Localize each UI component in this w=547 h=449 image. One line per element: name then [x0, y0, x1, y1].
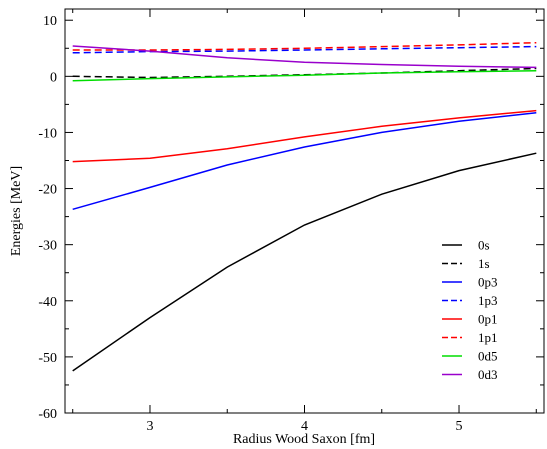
- y-tick-label: -30: [38, 239, 57, 254]
- y-tick-label: 10: [43, 14, 57, 29]
- x-tick-label: 5: [456, 419, 463, 434]
- y-axis-title: Energies [MeV]: [9, 166, 24, 256]
- legend-label-0s: 0s: [478, 238, 490, 253]
- legend-label-0p3: 0p3: [478, 275, 498, 290]
- x-tick-label: 4: [301, 419, 308, 434]
- series-line-1s: [72, 67, 537, 79]
- y-tick-label: -20: [38, 183, 57, 198]
- legend-label-0d3: 0d3: [478, 367, 498, 382]
- series-line-0p1: [72, 109, 537, 163]
- y-tick-label: -60: [38, 407, 57, 422]
- legend-label-0p1: 0p1: [478, 312, 498, 327]
- series-line-0d5: [72, 69, 537, 82]
- x-tick-label: 3: [146, 419, 153, 434]
- legend-label-1s: 1s: [478, 256, 490, 271]
- legend-label-0d5: 0d5: [478, 349, 498, 364]
- series-line-0s: [72, 152, 537, 372]
- series-line-0d3: [72, 45, 537, 69]
- legend: 0s 1s 0p3 1p3 0p1 1p1 0d5 0d3: [442, 238, 498, 382]
- ticks-layer: 3 4 5 10 0 -10 -20 -30 -40 -50 -60: [38, 9, 544, 434]
- series-layer: [72, 41, 537, 372]
- series-line-0p3: [72, 112, 537, 211]
- y-tick-label: -10: [38, 126, 57, 141]
- series-line-1p1: [72, 41, 537, 51]
- y-tick-label: -40: [38, 295, 57, 310]
- legend-label-1p3: 1p3: [478, 293, 498, 308]
- legend-label-1p1: 1p1: [478, 330, 498, 345]
- y-tick-label: -50: [38, 351, 57, 366]
- x-axis-title: Radius Wood Saxon [fm]: [233, 432, 375, 447]
- y-tick-label: 0: [50, 70, 57, 85]
